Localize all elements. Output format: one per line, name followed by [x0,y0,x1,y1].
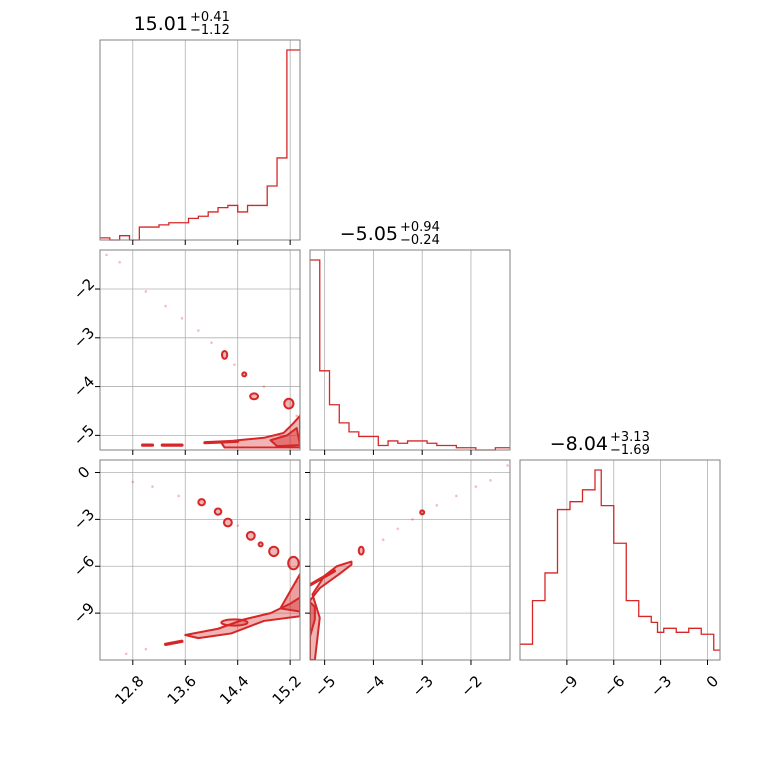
contour-inner [310,601,316,638]
x-tick-label: −4 [360,672,388,700]
x-tick-label: −6 [600,672,628,700]
contour-blob [257,541,264,548]
contour-thin [203,439,240,445]
x-tick-label: 13.6 [164,672,200,708]
contour-blob [245,530,256,541]
panel-frame [99,39,301,241]
y-tick-label: −2 [70,275,98,303]
y-tick-label: −4 [70,372,98,400]
panel-frame [99,459,301,661]
param-title-median: −5.05 [340,223,398,245]
param-title-plus: +0.94 [400,220,440,235]
y-tick-label: −3 [70,505,98,533]
param-title-median: 15.01 [134,13,188,35]
contour-panel-0-1 [99,249,301,451]
histogram-2: −8.04 +3.13−1.69 [519,430,721,661]
scatter-point [474,485,478,488]
histogram-step [100,49,300,241]
y-tick-label: −3 [70,324,98,352]
contour-outer [220,414,300,449]
scatter-point [177,494,180,498]
panel-frame [99,249,301,451]
scatter-point [144,290,148,293]
scatter-point [455,494,458,498]
contour-blob [220,618,249,627]
scatter-point [411,518,414,521]
scatter-point [151,485,154,488]
x-tick-label: 14.4 [216,672,252,708]
contour-outer [184,596,300,640]
contour-thin [310,569,336,587]
contour-blob [220,349,229,360]
contour-body [310,464,509,660]
contour-panel-0-2 [99,459,301,661]
contour-inner [279,573,300,613]
y-tick-label: 0 [74,463,93,482]
param-title-minus: −1.12 [190,23,230,38]
scatter-point [295,414,299,418]
x-tick-label: 0 [703,672,722,691]
scatter-point [506,464,509,467]
x-tick-label: −5 [311,672,339,700]
scatter-point [118,260,121,264]
param-title-median: −8.04 [550,433,608,455]
param-title-minus: −0.24 [400,233,440,248]
contour-blob [287,555,300,571]
scatter-point [131,480,135,484]
contour-thin [163,639,184,646]
contour-body [105,253,300,449]
scatter-point [489,479,492,482]
contour-blob [283,397,295,410]
x-tick-label: −3 [647,672,675,700]
contour-panel-1-2 [309,459,511,661]
scatter-point [233,363,236,366]
y-tick-label: −6 [70,552,98,580]
histogram-step [520,469,720,651]
x-tick-label: 12.8 [111,672,147,708]
contour-blob [268,545,280,558]
scatter-point [180,316,184,320]
scatter-point [144,647,148,651]
x-tick-label: 15.2 [269,672,305,708]
panel-frame [309,249,511,451]
param-title-minus: −1.69 [610,443,650,458]
scatter-point [396,527,400,531]
scatter-point [124,652,128,656]
contour-blob [213,507,223,516]
x-tick-label: −9 [553,672,581,700]
contour-blob [241,371,248,378]
scatter-point [164,304,167,308]
contour-blob [357,545,365,556]
scatter-point [105,253,108,257]
histogram-0: 15.01 +0.41−1.12 [99,10,301,241]
histogram-1: −5.05 +0.94−0.24 [309,220,511,451]
x-tick-label: −2 [457,672,485,700]
contour-inner [269,427,300,448]
contour-blob [222,517,233,528]
panel-frame [309,459,511,661]
scatter-point [236,524,240,527]
y-tick-label: −9 [70,599,98,627]
axes: 12.8 13.6 14.4 15.2 −5 −4 −3 −2 −9 −6 −3 0−5−4−3−2−… [70,240,722,708]
contour-outer [310,560,353,660]
contour-blob [197,498,206,507]
scatter-point [210,341,213,344]
x-tick-label: −3 [409,672,437,700]
y-tick-label: −5 [70,421,98,449]
param-title-plus: +3.13 [610,430,650,445]
scatter-point [262,385,266,388]
contour-body [124,480,300,656]
contour-blob [249,392,260,401]
scatter-point [381,538,385,541]
param-title-plus: +0.41 [190,10,230,25]
scatter-point [435,504,439,507]
histogram-step [310,259,510,451]
panel-frame [519,459,721,661]
scatter-point [197,329,200,332]
contour-blob [419,509,426,516]
